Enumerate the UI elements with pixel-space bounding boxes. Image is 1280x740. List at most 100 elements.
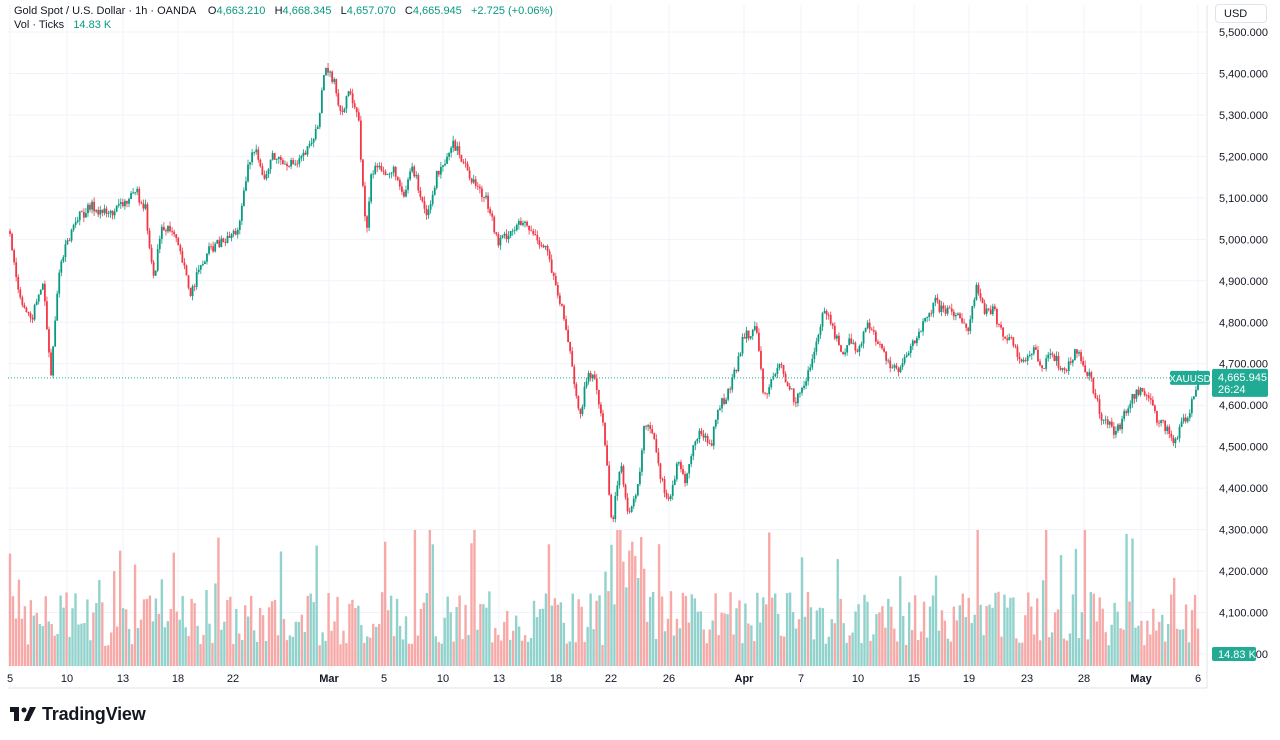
candle-body: [944, 308, 947, 314]
volume-bar: [74, 593, 77, 666]
candle-body: [1061, 368, 1064, 370]
volume-bar: [753, 641, 756, 666]
candle-body: [1102, 420, 1105, 421]
candle-body: [146, 204, 149, 231]
volume-bar: [50, 623, 53, 666]
volume-bar: [339, 644, 342, 666]
candle-body: [926, 317, 929, 318]
currency-button[interactable]: USD: [1215, 4, 1267, 23]
volume-bar: [520, 640, 524, 666]
candle-body: [1071, 360, 1074, 363]
volume-bar: [169, 609, 172, 666]
volume-bar: [380, 592, 384, 666]
volume-bar: [955, 620, 959, 666]
candle-body: [320, 90, 323, 114]
volume-bar: [107, 645, 110, 666]
volume-bar: [148, 595, 152, 666]
candle-body: [833, 325, 836, 339]
volume-tag: 14.83 K: [1218, 649, 1257, 661]
volume-bar: [1047, 637, 1051, 666]
candle-body: [768, 387, 771, 395]
y-tick-label: 5,100.000: [1219, 193, 1268, 205]
candle-body: [612, 517, 615, 520]
candle-body: [1135, 389, 1138, 399]
candle-body: [491, 213, 494, 217]
volume-bar: [154, 598, 158, 666]
candle-body: [1006, 338, 1009, 341]
candle-body: [372, 173, 375, 175]
volume-bar: [1000, 636, 1003, 666]
volume-bar: [252, 630, 256, 666]
volume-bar: [235, 608, 238, 666]
x-tick-label: 26: [663, 673, 675, 685]
y-tick-label: 5,200.000: [1219, 151, 1268, 163]
candle-body: [677, 462, 680, 464]
volume-bar: [1119, 628, 1122, 666]
candle-body: [583, 386, 586, 407]
volume-bar: [205, 590, 208, 666]
candle-body: [1008, 337, 1011, 341]
volume-bar: [330, 630, 333, 666]
volume-bar: [440, 643, 443, 666]
candle-body: [561, 303, 563, 306]
candle-body: [952, 311, 955, 317]
candle-body: [1055, 356, 1058, 361]
candle-body: [704, 435, 707, 438]
candle-body: [427, 209, 430, 216]
volume-bar: [41, 626, 44, 666]
volume-bar: [223, 621, 226, 666]
candle-body: [41, 283, 44, 290]
volume-bar: [342, 630, 345, 666]
candle-body: [439, 166, 442, 175]
volume-bar: [151, 621, 155, 666]
volume-bar: [604, 571, 607, 666]
candle-body: [82, 211, 85, 218]
candle-body: [1069, 361, 1072, 363]
volume-bar: [684, 595, 688, 666]
candle-body: [17, 277, 20, 290]
candle-body: [731, 377, 734, 390]
volume-bar: [395, 598, 399, 666]
volume-bar: [925, 637, 929, 666]
candle-body: [844, 352, 846, 355]
candle-body: [433, 187, 436, 195]
volume-bar: [750, 625, 753, 666]
candle-body: [29, 313, 32, 318]
volume-bar: [437, 642, 440, 666]
volume-bar: [92, 612, 95, 666]
candle-body: [690, 456, 693, 465]
candle-body: [694, 441, 697, 446]
candle-body: [932, 302, 935, 314]
volume-bar: [1122, 629, 1125, 666]
candle-body: [680, 462, 682, 470]
volume-bar: [1128, 601, 1131, 666]
tradingview-logo[interactable]: TradingView: [10, 704, 146, 725]
volume-bar: [830, 619, 833, 666]
y-tick-label: 4,900.000: [1219, 276, 1268, 288]
volume-bar: [1131, 538, 1134, 666]
volume-bar: [1089, 592, 1093, 666]
candle-body: [684, 473, 686, 484]
candle-body: [27, 311, 30, 314]
candle-body: [191, 286, 194, 296]
candle-body: [829, 314, 832, 324]
volume-bar: [1187, 642, 1191, 666]
volume-bar: [851, 632, 854, 666]
candle-body: [366, 216, 368, 228]
volume-bar: [258, 607, 262, 666]
volume-bar: [678, 628, 682, 666]
volume-bar: [827, 636, 830, 666]
candle-body: [243, 190, 245, 206]
volume-bar: [774, 593, 777, 666]
volume-bar: [934, 575, 938, 666]
candle-body: [72, 224, 75, 230]
volume-bar: [32, 615, 36, 666]
candle-body: [400, 186, 403, 192]
candle-body: [292, 160, 295, 165]
candle-body: [786, 382, 789, 387]
volume-bar: [902, 615, 905, 666]
candle-body: [442, 165, 444, 167]
volume-bar: [1083, 530, 1087, 666]
candle-body: [602, 413, 604, 423]
